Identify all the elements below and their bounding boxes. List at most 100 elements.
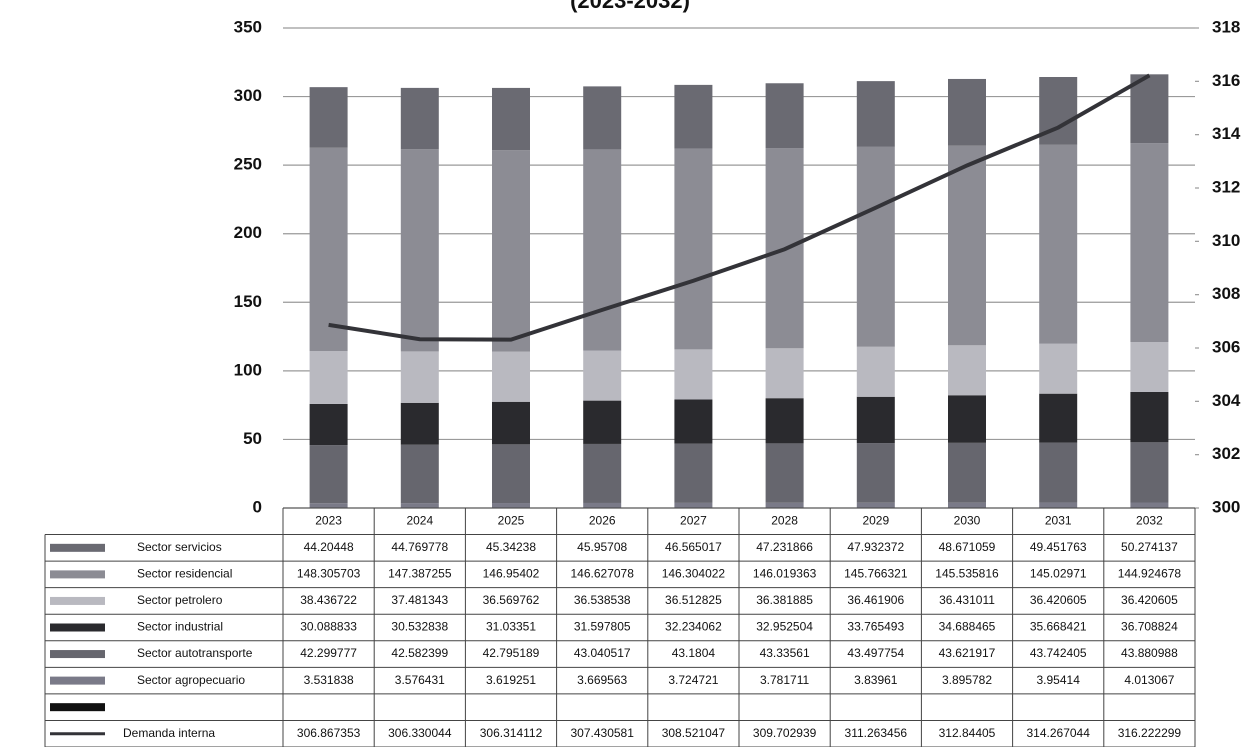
x-tick-label: 2026 bbox=[589, 513, 616, 527]
table-cell: 36.461906 bbox=[847, 593, 904, 607]
y2-tick-label: 318 bbox=[1212, 17, 1240, 36]
table-cell: 146.627078 bbox=[570, 567, 634, 581]
bar-segment bbox=[1130, 143, 1169, 343]
bar-segment bbox=[492, 351, 530, 402]
bar-segment bbox=[765, 443, 804, 503]
table-cell: 36.381885 bbox=[756, 593, 813, 607]
bar-segment bbox=[948, 145, 986, 346]
table-cell: 30.088833 bbox=[300, 620, 357, 634]
bar-segment bbox=[583, 502, 622, 508]
table-cell: 36.538538 bbox=[574, 593, 631, 607]
bar-segment bbox=[1039, 144, 1078, 344]
table-cell: 45.95708 bbox=[577, 540, 627, 554]
bar-segment bbox=[674, 349, 713, 400]
table-cell: 43.497754 bbox=[847, 646, 904, 660]
x-tick-label: 2029 bbox=[862, 513, 889, 527]
bar-segment bbox=[583, 149, 622, 351]
bar-segment bbox=[765, 398, 804, 444]
table-cell: 146.019363 bbox=[753, 567, 817, 581]
legend-label: Sector petrolero bbox=[137, 593, 223, 607]
x-tick-label: 2030 bbox=[954, 513, 981, 527]
table-cell: 43.880988 bbox=[1121, 646, 1178, 660]
table-cell: 36.512825 bbox=[665, 593, 722, 607]
table-cell: 3.531838 bbox=[304, 673, 354, 687]
table-cell: 44.769778 bbox=[391, 540, 448, 554]
x-tick-label: 2031 bbox=[1045, 513, 1072, 527]
legend-label: Sector industrial bbox=[137, 620, 223, 634]
table-cell: 3.781711 bbox=[760, 673, 809, 687]
table-cell: 45.34238 bbox=[486, 540, 536, 554]
bar-segment bbox=[583, 443, 622, 503]
y2-tick-label: 310 bbox=[1212, 231, 1240, 250]
y2-tick-label: 302 bbox=[1212, 444, 1240, 463]
bar-segment bbox=[1039, 502, 1078, 508]
table-cell: 44.20448 bbox=[304, 540, 354, 554]
table-cell: 3.83961 bbox=[854, 673, 898, 687]
table-cell: 48.671059 bbox=[939, 540, 996, 554]
x-tick-label: 2028 bbox=[771, 513, 798, 527]
legend-label: Demanda interna bbox=[123, 726, 215, 740]
bar-segment bbox=[1130, 342, 1169, 392]
bar-segment bbox=[309, 445, 348, 504]
legend-swatch bbox=[50, 650, 105, 659]
bar-segment bbox=[856, 146, 895, 347]
table-cell: 42.582399 bbox=[391, 646, 448, 660]
bar-segment bbox=[856, 81, 895, 147]
chart-title: (2023-2032) bbox=[570, 0, 690, 13]
bar-segment bbox=[400, 351, 439, 403]
bar-segment bbox=[309, 87, 348, 148]
bar-segment bbox=[765, 502, 804, 508]
table-cell: 3.95414 bbox=[1037, 673, 1081, 687]
table-cell: 42.795189 bbox=[483, 646, 540, 660]
table-cell: 43.742405 bbox=[1030, 646, 1087, 660]
table-cell: 308.521047 bbox=[662, 726, 726, 740]
y-tick-label: 50 bbox=[243, 429, 262, 448]
y-tick-label: 0 bbox=[253, 497, 262, 516]
bar-segment bbox=[400, 503, 439, 508]
x-tick-label: 2032 bbox=[1136, 513, 1163, 527]
bar-segment bbox=[400, 402, 439, 445]
y-tick-label: 200 bbox=[234, 223, 262, 242]
bar-segment bbox=[674, 148, 713, 350]
x-tick-label: 2025 bbox=[498, 513, 525, 527]
table-cell: 38.436722 bbox=[300, 593, 357, 607]
bar-segment bbox=[948, 345, 986, 396]
table-cell: 4.013067 bbox=[1124, 673, 1174, 687]
bar-segment bbox=[583, 350, 622, 401]
table-cell: 36.420605 bbox=[1030, 593, 1087, 607]
bar-segment bbox=[583, 86, 622, 150]
table-cell: 146.304022 bbox=[662, 567, 726, 581]
legend-swatch bbox=[50, 703, 105, 712]
bar-segment bbox=[400, 149, 439, 352]
table-cell: 43.1804 bbox=[672, 646, 716, 660]
bar-segment bbox=[1130, 502, 1169, 508]
table-cell: 3.619251 bbox=[486, 673, 536, 687]
table-cell: 31.03351 bbox=[486, 620, 536, 634]
table-cell: 145.02971 bbox=[1030, 567, 1087, 581]
table-cell: 146.95402 bbox=[483, 567, 540, 581]
table-cell: 34.688465 bbox=[939, 620, 996, 634]
table-cell: 36.569762 bbox=[483, 593, 540, 607]
legend-label: Sector servicios bbox=[137, 540, 222, 554]
table-cell: 33.765493 bbox=[847, 620, 904, 634]
bar-segment bbox=[948, 442, 986, 503]
y2-tick-label: 312 bbox=[1212, 177, 1240, 196]
y-tick-label: 300 bbox=[234, 86, 262, 105]
bar-segment bbox=[492, 87, 530, 151]
bar-segment bbox=[309, 147, 348, 352]
table-cell: 43.040517 bbox=[574, 646, 631, 660]
y2-tick-label: 314 bbox=[1212, 124, 1241, 143]
legend-swatch bbox=[50, 623, 105, 632]
table-cell: 32.952504 bbox=[756, 620, 813, 634]
bar-segment bbox=[1039, 393, 1078, 443]
legend-label: Sector autotransporte bbox=[137, 646, 253, 660]
bar-segment bbox=[309, 403, 348, 446]
table-cell: 47.932372 bbox=[847, 540, 904, 554]
table-cell: 43.621917 bbox=[939, 646, 996, 660]
bar-segment bbox=[1039, 442, 1078, 503]
y2-tick-label: 308 bbox=[1212, 284, 1240, 303]
bar-segment bbox=[309, 503, 348, 508]
table-cell: 36.708824 bbox=[1121, 620, 1178, 634]
table-cell: 30.532838 bbox=[391, 620, 448, 634]
table-cell: 148.305703 bbox=[297, 567, 361, 581]
